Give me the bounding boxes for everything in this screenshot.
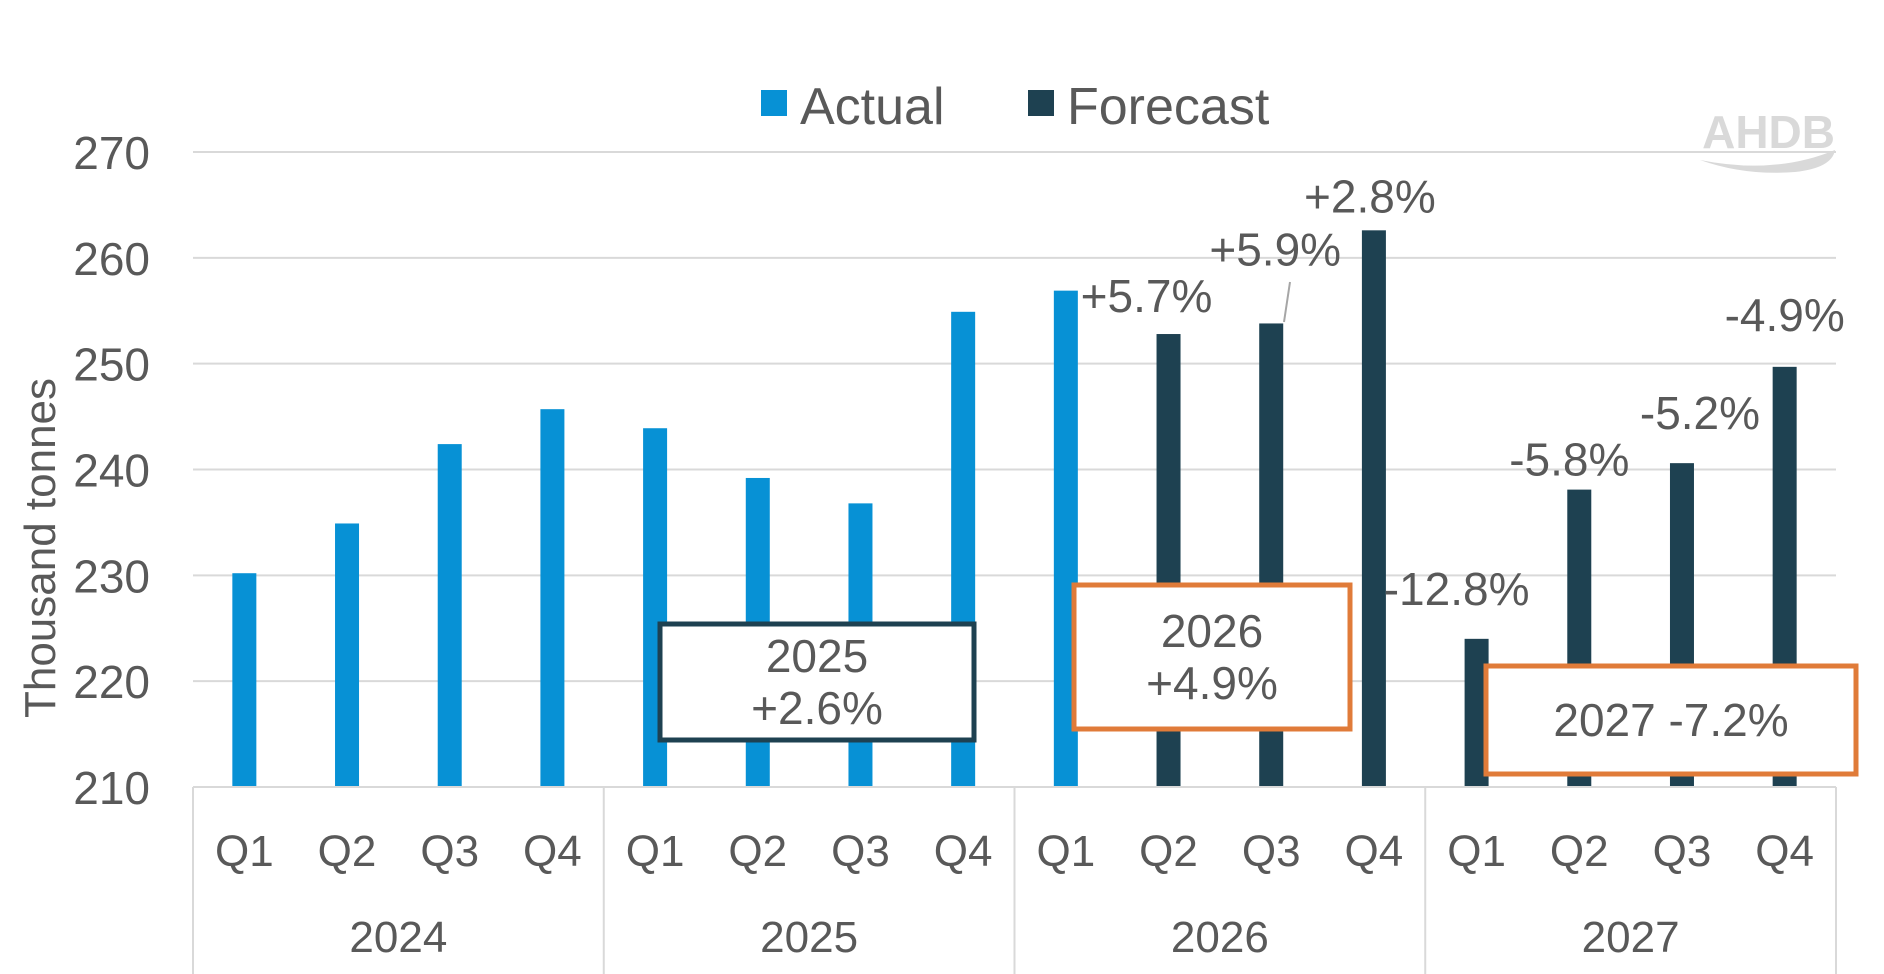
y-axis-title: Thousand tonnes [16, 378, 65, 718]
data-label: +2.8% [1304, 170, 1436, 222]
legend-label-actual: Actual [800, 78, 945, 136]
y-tick-label: 260 [73, 233, 150, 285]
x-tick-label: Q4 [523, 827, 582, 876]
x-tick-label: Q1 [215, 827, 274, 876]
data-label: -5.8% [1509, 434, 1629, 486]
y-tick-label: 270 [73, 127, 150, 179]
legend: Actual Forecast [761, 78, 1270, 136]
data-labels: +5.7%+5.9%+2.8% -12.8% -5.8%-5.2% -4.9% [1081, 170, 1845, 615]
data-label: +5.9% [1209, 223, 1341, 275]
legend-swatch-actual [761, 90, 787, 116]
annotation-text: 2026 [1161, 605, 1263, 657]
legend-label-forecast: Forecast [1067, 78, 1270, 136]
y-tick-label: 250 [73, 339, 150, 391]
x-tick-label: Q2 [728, 827, 787, 876]
y-tick-label: 220 [73, 656, 150, 708]
data-label: +5.7% [1081, 270, 1213, 322]
bar-actual [335, 523, 360, 787]
x-tick-label: Q4 [934, 827, 993, 876]
x-tick-label: Q4 [1755, 827, 1814, 876]
data-label: -12.8% [1384, 563, 1530, 615]
bar-actual [232, 573, 257, 787]
x-tick-label: Q3 [1242, 827, 1301, 876]
y-tick-label: 230 [73, 550, 150, 602]
annotation-box [1483, 663, 1859, 777]
x-tick-label: Q2 [1139, 827, 1198, 876]
bar-actual [437, 444, 462, 787]
annotation-box [657, 621, 977, 743]
annotation-box [1071, 582, 1353, 732]
data-label: -5.2% [1640, 387, 1760, 439]
x-tick-label: Q2 [318, 827, 377, 876]
leader-line [1283, 281, 1291, 323]
x-tick-label: Q1 [1447, 827, 1506, 876]
bar-forecast [1361, 230, 1386, 788]
group-label: 2024 [349, 913, 447, 962]
annotation-text: +2.6% [751, 682, 883, 734]
annotation-text: +4.9% [1146, 657, 1278, 709]
x-tick-label: Q3 [831, 827, 890, 876]
data-label: -4.9% [1725, 289, 1845, 341]
bar-actual [540, 409, 565, 787]
annotation-text: 2027 -7.2% [1553, 694, 1788, 746]
watermark-logo: AHDB [1702, 106, 1835, 158]
x-tick-label: Q4 [1345, 827, 1404, 876]
x-tick-label: Q3 [420, 827, 479, 876]
group-label: 2025 [760, 913, 858, 962]
x-tick-label: Q1 [1036, 827, 1095, 876]
group-label: 2026 [1171, 913, 1269, 962]
watermark-swoosh [1700, 150, 1835, 173]
axes: 210 220 230 240 250 260 270 Q1 Q2 Q3 Q4 2024 Q1 Q2 Q3 Q… [73, 127, 1837, 974]
x-tick-label: Q3 [1653, 827, 1712, 876]
x-tick-label: Q2 [1550, 827, 1609, 876]
legend-swatch-forecast [1028, 90, 1054, 116]
y-tick-label: 240 [73, 445, 150, 497]
y-tick-label: 210 [73, 762, 150, 814]
group-label: 2027 [1582, 913, 1680, 962]
annotation-text: 2025 [766, 630, 868, 682]
annotations: 2025+2.6% 2026+4.9% 2027 -7.2% [657, 582, 1859, 777]
x-tick-label: Q1 [626, 827, 685, 876]
